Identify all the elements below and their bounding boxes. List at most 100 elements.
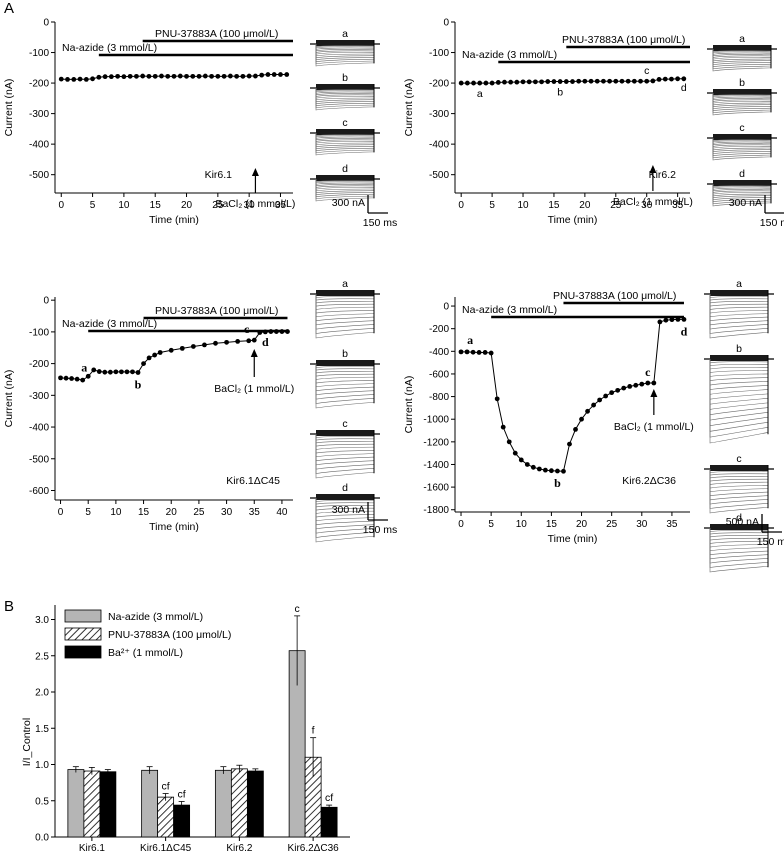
legend-swatch xyxy=(64,627,102,641)
data-point xyxy=(609,390,615,396)
data-point xyxy=(669,76,674,82)
data-point xyxy=(669,317,675,323)
data-point xyxy=(561,468,566,474)
data-point xyxy=(549,468,554,474)
trace-top-band xyxy=(713,89,771,95)
data-point xyxy=(621,385,627,391)
trace-top-band xyxy=(316,430,374,436)
y-tick-label: 2.0 xyxy=(35,688,49,699)
y-tick-label: -400 xyxy=(29,140,49,151)
data-point xyxy=(58,76,64,82)
data-point xyxy=(91,367,97,373)
trace-label: b xyxy=(739,77,745,89)
data-point xyxy=(65,77,70,82)
trace-top-band xyxy=(710,465,768,471)
data-point xyxy=(645,380,651,386)
y-tick-label: -400 xyxy=(429,347,449,358)
y-tick-label: -1000 xyxy=(423,415,449,426)
time-point-mark: d xyxy=(681,324,688,338)
data-point xyxy=(514,79,520,85)
x-tick-label: 25 xyxy=(606,519,618,530)
data-point xyxy=(58,375,63,381)
trace-label: d xyxy=(342,482,348,494)
arrow-head xyxy=(650,389,658,397)
trace-label: b xyxy=(736,343,742,355)
data-point xyxy=(681,317,687,322)
data-point xyxy=(179,345,185,351)
time-point-mark: b xyxy=(557,87,563,99)
bar xyxy=(246,770,264,838)
data-point xyxy=(582,78,588,84)
x-tick-label: 0 xyxy=(458,519,464,530)
data-point xyxy=(253,73,258,79)
category-label: Kir6.2ΔC36 xyxy=(288,843,340,853)
y-tick-label: -1400 xyxy=(423,460,449,471)
time-point-mark: a xyxy=(81,360,87,374)
data-point xyxy=(209,73,214,79)
data-point xyxy=(285,329,290,334)
y-tick-label: 0 xyxy=(443,18,449,29)
cell-type-label: Kir6.1 xyxy=(205,169,233,181)
time-point-mark: d xyxy=(681,82,687,94)
x-tick-label: 40 xyxy=(276,507,288,518)
trace-top-band xyxy=(713,45,771,51)
data-point xyxy=(268,329,274,334)
bar xyxy=(320,806,338,838)
data-point xyxy=(165,73,171,79)
data-point xyxy=(644,78,650,84)
data-point xyxy=(140,73,146,79)
trace-sweep xyxy=(709,528,769,573)
y-tick-label: 1.5 xyxy=(35,724,49,735)
panel-label-a: A xyxy=(4,0,14,17)
significance-annotation: c xyxy=(295,603,300,615)
data-point xyxy=(96,74,102,80)
data-point xyxy=(63,375,69,381)
significance-annotation: cf xyxy=(325,792,333,804)
data-point xyxy=(464,80,470,86)
y-tick-label: -400 xyxy=(29,423,49,434)
y-tick-label: 2.5 xyxy=(35,651,49,662)
treatment-label: PNU-37883A (100 μmol/L) xyxy=(155,305,278,317)
data-point xyxy=(597,397,603,403)
trace-top-band xyxy=(710,524,768,530)
data-point xyxy=(477,80,483,86)
data-point xyxy=(257,330,263,335)
data-point xyxy=(190,73,196,79)
arrow-head xyxy=(649,165,657,173)
time-course-plot-3: 0 5 10 15 20 25 30 35 40 0 -100 -200 -300 -400 -500 -60… xyxy=(3,278,397,543)
data-point xyxy=(471,80,476,86)
data-point xyxy=(539,79,544,85)
data-point xyxy=(171,73,177,79)
x-tick-label: 10 xyxy=(517,200,529,211)
treatment-label: Na-azide (3 mmol/L) xyxy=(462,304,557,316)
legend-label: Ba²⁺ (1 mmol/L) xyxy=(108,647,183,659)
data-point xyxy=(545,79,551,84)
time-point-mark: c xyxy=(644,65,649,77)
data-point xyxy=(152,352,158,358)
data-point xyxy=(520,79,526,85)
data-point xyxy=(615,387,621,393)
trace-label: d xyxy=(739,168,745,180)
data-point xyxy=(115,73,121,79)
x-tick-label: 30 xyxy=(244,200,256,211)
arrow-label: BaCl₂ (1 mmol/L) xyxy=(215,198,295,210)
data-point xyxy=(69,376,75,381)
data-point xyxy=(135,370,141,375)
data-point xyxy=(102,74,108,80)
trace-sweep xyxy=(709,294,769,339)
current-traces: a b c d 300 nA 150 ms xyxy=(707,33,784,229)
category-label: Kir6.2 xyxy=(226,843,253,853)
x-tick-label: 35 xyxy=(249,507,261,518)
scale-current-label: 500 nA xyxy=(726,516,759,528)
data-point xyxy=(476,350,482,355)
data-point xyxy=(124,369,130,375)
data-point xyxy=(83,77,89,82)
data-point xyxy=(627,383,633,389)
data-point xyxy=(246,338,252,344)
y-tick-label: 1.0 xyxy=(35,760,49,771)
category-label: Kir6.1ΔC45 xyxy=(140,843,192,853)
data-point xyxy=(227,73,233,79)
y-tick-label: -100 xyxy=(29,48,49,59)
data-point xyxy=(240,73,246,79)
data-point xyxy=(662,76,668,82)
